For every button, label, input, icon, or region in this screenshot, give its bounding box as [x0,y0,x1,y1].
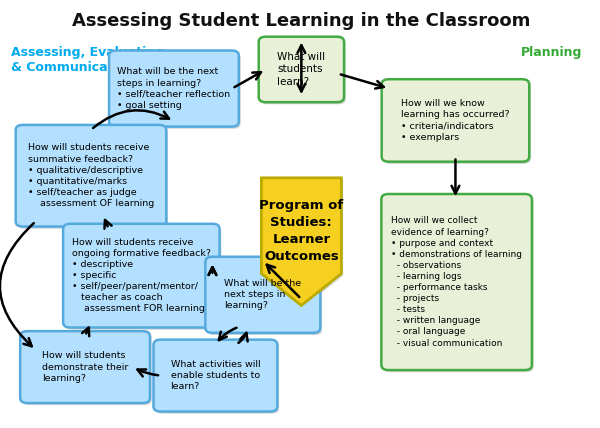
Text: What will
students
learn?: What will students learn? [277,52,325,87]
FancyBboxPatch shape [16,125,166,226]
Text: How will we collect
evidence of learning?
• purpose and context
• demonstrations: How will we collect evidence of learning… [391,217,522,348]
FancyBboxPatch shape [382,79,529,162]
FancyBboxPatch shape [109,51,239,127]
Polygon shape [262,178,341,306]
Text: Assessing, Evaluating
& Communicating: Assessing, Evaluating & Communicating [11,46,164,74]
FancyBboxPatch shape [20,331,150,403]
FancyBboxPatch shape [207,259,322,335]
FancyBboxPatch shape [205,257,320,333]
Text: How will students receive
summative feedback?
• qualitative/descriptive
• quanti: How will students receive summative feed… [28,143,154,208]
FancyBboxPatch shape [383,196,533,372]
Text: Program of
Studies:
Learner
Outcomes: Program of Studies: Learner Outcomes [259,199,343,263]
Text: Planning: Planning [521,46,582,59]
Text: What will be the next
steps in learning?
• self/teacher reflection
• goal settin: What will be the next steps in learning?… [118,67,230,110]
Text: What will be the
next steps in
learning?: What will be the next steps in learning? [224,279,301,310]
FancyBboxPatch shape [22,333,152,405]
FancyBboxPatch shape [111,53,241,129]
FancyBboxPatch shape [382,194,532,370]
FancyBboxPatch shape [259,37,344,102]
Text: Assessing Student Learning in the Classroom: Assessing Student Learning in the Classr… [72,12,530,30]
FancyBboxPatch shape [155,342,279,413]
Polygon shape [263,180,343,308]
FancyBboxPatch shape [154,340,277,411]
Text: How will we know
learning has occurred?
• criteria/indicators
• exemplars: How will we know learning has occurred? … [401,99,510,142]
Text: What activities will
enable students to
learn?: What activities will enable students to … [170,360,260,391]
FancyBboxPatch shape [65,226,221,330]
FancyBboxPatch shape [383,81,531,164]
FancyBboxPatch shape [63,224,220,327]
Text: How will students
demonstrate their
learning?: How will students demonstrate their lear… [42,351,128,383]
Text: How will students receive
ongoing formative feedback?
• descriptive
• specific
•: How will students receive ongoing format… [72,238,211,313]
FancyBboxPatch shape [260,39,346,104]
FancyBboxPatch shape [17,127,168,229]
